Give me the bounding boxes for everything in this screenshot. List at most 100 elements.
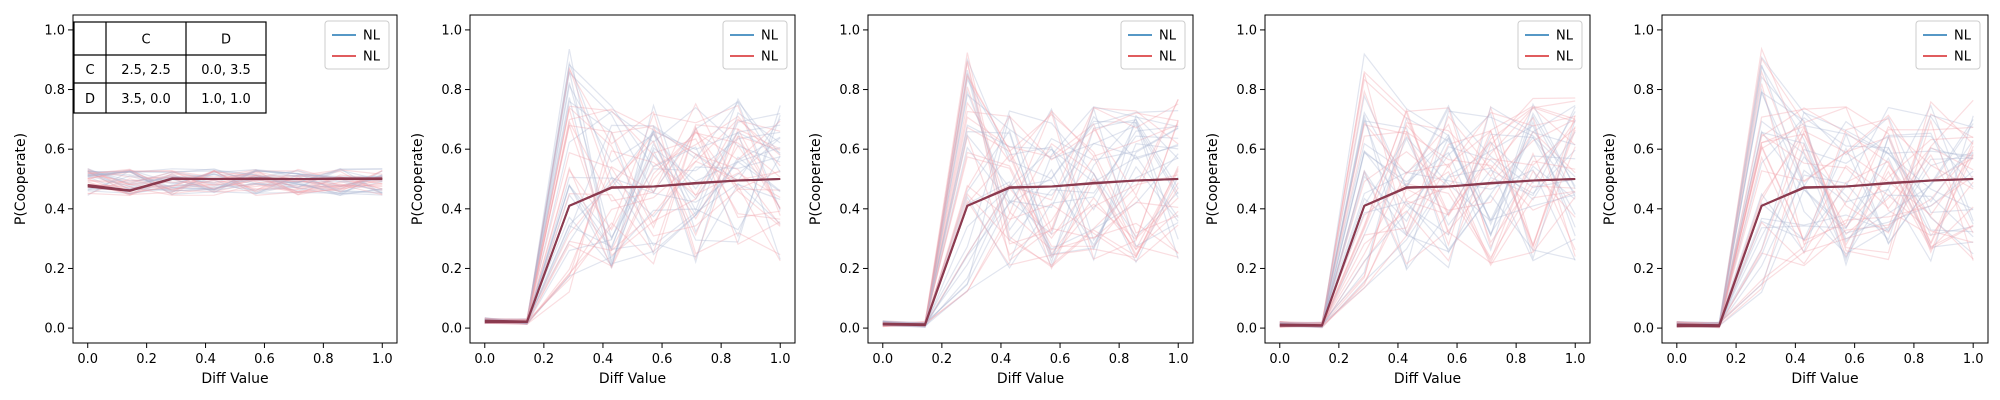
table-row-header: D xyxy=(85,92,95,107)
series-line-2 xyxy=(882,178,1179,327)
legend-box xyxy=(722,20,788,70)
faint-trace xyxy=(1279,115,1576,328)
x-tick-label: 0.4 xyxy=(991,352,1012,367)
x-tick-label: 0.8 xyxy=(1904,352,1925,367)
faint-trace xyxy=(1279,104,1576,328)
faint-trace xyxy=(1279,111,1576,327)
faint-trace xyxy=(1279,52,1576,329)
faint-trace xyxy=(1676,91,1974,326)
x-tick-label: 0.4 xyxy=(195,352,216,367)
x-tick-label: 0.2 xyxy=(534,352,555,367)
y-tick-label: 0.8 xyxy=(1633,83,1654,98)
plot-area xyxy=(882,52,1179,328)
x-tick-label: 0.6 xyxy=(254,352,275,367)
faint-trace xyxy=(1279,169,1576,328)
faint-trace xyxy=(882,69,1179,328)
y-tick-label: 0.2 xyxy=(44,262,65,277)
faint-trace xyxy=(87,174,383,195)
faint-trace xyxy=(1676,106,1974,326)
faint-trace xyxy=(882,99,1179,328)
faint-trace xyxy=(1279,115,1576,328)
faint-trace xyxy=(1676,83,1974,326)
faint-trace xyxy=(87,168,383,185)
x-tick-label: 0.2 xyxy=(932,352,953,367)
series-line-2 xyxy=(484,178,781,324)
faint-trace xyxy=(484,105,781,321)
faint-trace xyxy=(1676,46,1974,328)
faint-trace xyxy=(1676,133,1974,324)
faint-trace xyxy=(882,106,1179,325)
y-tick-label: 0.4 xyxy=(1236,202,1257,217)
faint-trace xyxy=(484,120,781,324)
faint-trace xyxy=(484,138,781,323)
faint-trace xyxy=(87,168,383,190)
table-col-header: C xyxy=(141,33,150,48)
faint-trace xyxy=(87,170,383,196)
faint-trace xyxy=(1676,114,1974,327)
faint-trace xyxy=(484,71,781,322)
x-tick-label: 1.0 xyxy=(770,352,791,367)
faint-trace xyxy=(87,175,383,187)
faint-trace xyxy=(882,127,1179,327)
faint-trace xyxy=(1279,70,1576,327)
x-tick-label: 0.4 xyxy=(1388,352,1409,367)
y-tick-label: 0.2 xyxy=(441,262,462,277)
legend-box xyxy=(324,20,390,70)
faint-trace xyxy=(87,171,383,195)
y-tick-label: 0.4 xyxy=(441,202,462,217)
x-tick-label: 0.2 xyxy=(1726,352,1747,367)
faint-trace xyxy=(484,151,781,320)
y-tick-label: 0.6 xyxy=(44,143,65,158)
faint-trace xyxy=(87,172,383,196)
faint-trace xyxy=(484,115,781,322)
series-line-2 xyxy=(1676,178,1974,328)
x-axis-label: Diff Value xyxy=(599,371,666,387)
x-tick-label: 0.0 xyxy=(77,352,98,367)
y-axis-label: P(Cooperate) xyxy=(808,133,824,225)
faint-trace xyxy=(1676,136,1974,327)
legend-entry-2: NL xyxy=(1159,50,1177,65)
faint-trace xyxy=(1279,124,1576,329)
legend-entry-2: NL xyxy=(1954,50,1972,65)
faint-trace xyxy=(1279,89,1576,328)
faint-trace xyxy=(484,100,781,324)
faint-trace xyxy=(1676,149,1974,327)
x-tick-label: 1.0 xyxy=(1565,352,1586,367)
faint-trace xyxy=(87,170,383,187)
faint-trace xyxy=(1676,99,1974,328)
faint-trace xyxy=(484,101,781,322)
faint-trace xyxy=(882,113,1179,324)
x-tick-label: 1.0 xyxy=(372,352,393,367)
faint-trace xyxy=(87,172,383,190)
faint-trace xyxy=(484,132,781,325)
faint-trace xyxy=(1676,130,1974,328)
y-tick-label: 0.6 xyxy=(839,143,860,158)
y-tick-label: 0.8 xyxy=(839,83,860,98)
faint-trace xyxy=(87,168,383,193)
faint-trace xyxy=(1676,117,1974,328)
faint-trace xyxy=(1279,130,1576,327)
faint-trace xyxy=(882,77,1179,326)
faint-trace xyxy=(1676,145,1974,328)
faint-trace xyxy=(87,177,383,195)
y-tick-label: 0.2 xyxy=(1236,262,1257,277)
x-tick-label: 0.0 xyxy=(474,352,495,367)
y-tick-label: 0.4 xyxy=(1633,202,1654,217)
faint-trace xyxy=(1676,120,1974,327)
y-tick-label: 0.0 xyxy=(839,322,860,337)
faint-trace xyxy=(484,67,781,325)
faint-trace xyxy=(882,151,1179,327)
faint-trace xyxy=(484,104,781,325)
faint-trace xyxy=(484,83,781,325)
y-tick-label: 0.0 xyxy=(441,322,462,337)
faint-trace xyxy=(87,168,383,185)
faint-trace xyxy=(1676,65,1974,327)
x-tick-label: 0.4 xyxy=(1785,352,1806,367)
faint-trace xyxy=(1279,120,1576,325)
x-tick-label: 1.0 xyxy=(1168,352,1189,367)
faint-trace xyxy=(882,52,1179,327)
faint-trace xyxy=(1279,126,1576,327)
faint-trace xyxy=(1676,100,1974,324)
legend-entry-2: NL xyxy=(761,50,779,65)
legend-entry-2: NL xyxy=(1556,50,1574,65)
